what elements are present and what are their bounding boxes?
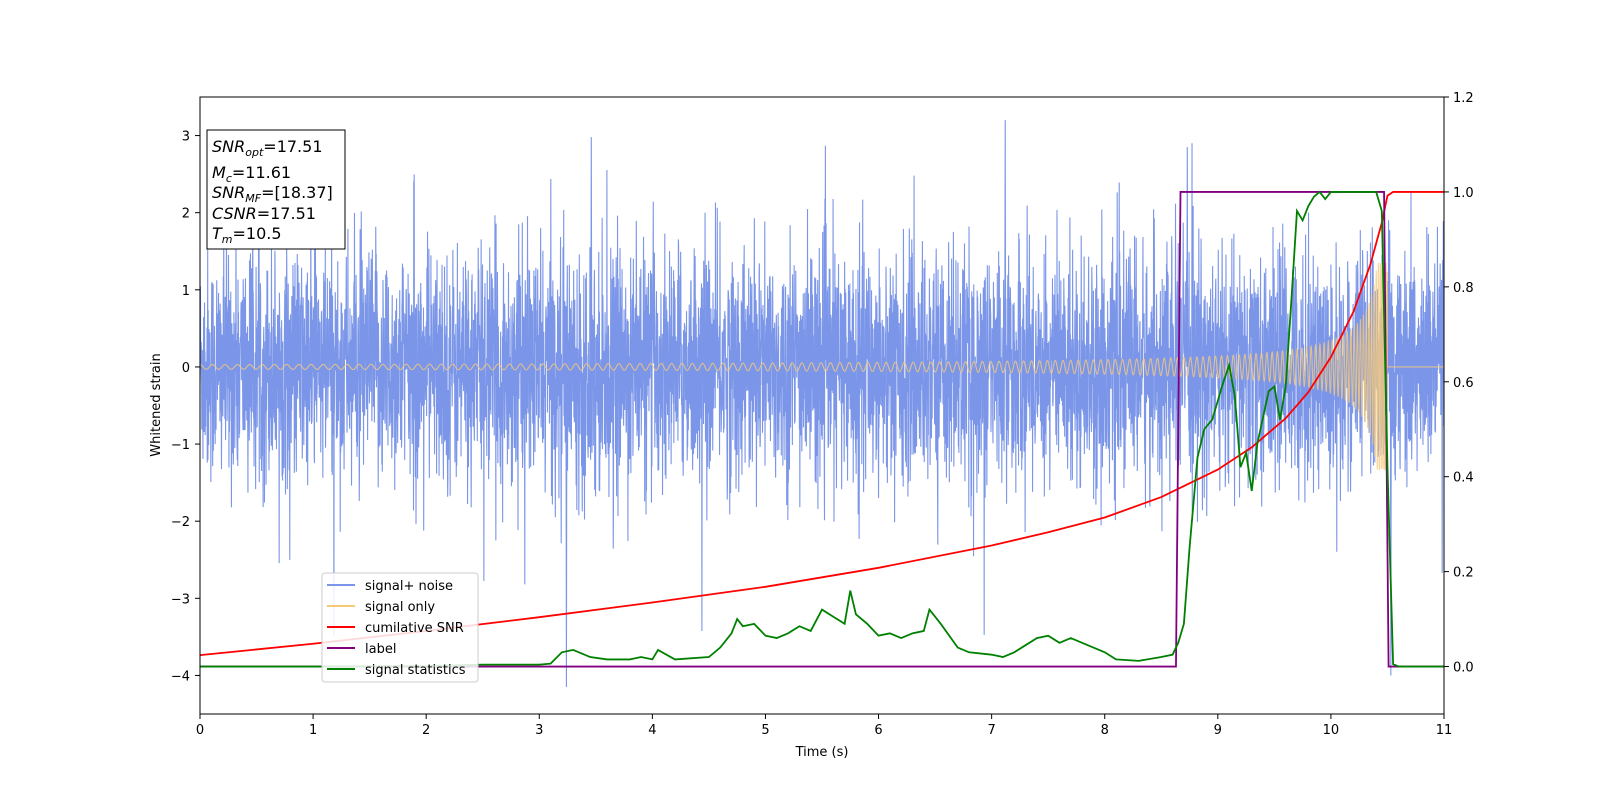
x-tick-label: 10: [1323, 723, 1340, 738]
y-right-tick-label: 0.8: [1453, 281, 1474, 296]
snr-mf-label: SNR: [212, 183, 245, 202]
snr-opt-sub: opt: [245, 146, 264, 159]
x-axis: 0 1 2 3 4 5 6 7 8 9 10 11: [196, 714, 1452, 738]
csnr-value: =17.51: [257, 204, 316, 223]
csnr-text: CSNR=17.51: [212, 204, 316, 223]
y-left-tick-label: −2: [171, 515, 190, 530]
mc-label: M: [212, 163, 226, 182]
info-box-frame: [206, 129, 346, 250]
tm-label: T: [212, 224, 223, 243]
mc-value: =11.61: [232, 163, 291, 182]
y-right-tick-label: 0.6: [1453, 376, 1474, 391]
y-left-tick-label: 2: [182, 207, 190, 222]
series-signal-noise: [200, 120, 1444, 688]
y-right-tick-label: 0.0: [1453, 661, 1474, 676]
x-tick-label: 0: [196, 723, 204, 738]
series-cumulative-snr: [200, 191, 1444, 657]
info-box: SNRopt=17.51 Mc=11.61 SNRMF=[18.37] CSNR…: [206, 129, 346, 250]
tm-sub: m: [222, 233, 233, 246]
x-tick-label: 8: [1101, 723, 1109, 738]
series-signal-only: [200, 262, 1444, 471]
x-tick-label: 7: [987, 723, 995, 738]
x-tick-label: 1: [309, 723, 317, 738]
mc-sub: c: [226, 172, 232, 185]
snr-opt-value: =17.51: [263, 137, 322, 156]
axes-frame: [199, 96, 1445, 715]
y-axis-right: 1.2 1.0 0.8 0.6 0.4 0.2 0.0: [1444, 91, 1474, 676]
y-left-tick-label: 1: [182, 284, 190, 299]
y-left-tick-label: −3: [171, 592, 190, 607]
y-right-tick-label: 1.0: [1453, 186, 1474, 201]
legend-label-signal: signal only: [365, 600, 435, 615]
legend: signal+ noise signal only cumilative SNR…: [321, 572, 479, 683]
x-tick-label: 2: [422, 723, 430, 738]
y-axis-label: Whitened strain: [149, 353, 164, 456]
y-axis-left: 3 2 1 0 −1 −2 −3 −4: [171, 130, 200, 684]
y-left-tick-label: −1: [171, 438, 190, 453]
series-layer: [200, 120, 1444, 688]
y-right-tick-label: 1.2: [1453, 91, 1474, 106]
series-signal-statistics: [200, 190, 1444, 668]
csnr-label: CSNR: [212, 204, 257, 223]
x-tick-label: 11: [1436, 723, 1453, 738]
y-left-tick-label: 0: [182, 361, 190, 376]
x-tick-label: 6: [874, 723, 882, 738]
snr-mf-text: SNRMF=[18.37]: [212, 183, 333, 205]
snr-opt-label: SNR: [212, 137, 245, 156]
x-tick-label: 5: [761, 723, 769, 738]
x-axis-label: Time (s): [795, 745, 849, 760]
legend-label-label: label: [365, 642, 396, 657]
y-right-tick-label: 0.2: [1453, 566, 1474, 581]
tm-text: Tm=10.5: [212, 224, 282, 246]
legend-label-statistics: signal statistics: [365, 663, 466, 678]
y-left-tick-label: −4: [171, 669, 190, 684]
legend-frame: [321, 572, 479, 683]
y-right-tick-label: 0.4: [1453, 471, 1474, 486]
legend-label-noise: signal+ noise: [365, 579, 453, 594]
mc-text: Mc=11.61: [212, 163, 291, 185]
x-tick-label: 9: [1214, 723, 1222, 738]
x-tick-label: 4: [648, 723, 656, 738]
tm-value: =10.5: [233, 224, 282, 243]
snr-mf-value: =[18.37]: [261, 183, 333, 202]
x-tick-label: 3: [535, 723, 543, 738]
snr-mf-sub: MF: [245, 192, 261, 205]
y-left-tick-label: 3: [182, 130, 190, 145]
legend-label-cumulative-snr: cumilative SNR: [365, 621, 464, 636]
snr-opt-text: SNRopt=17.51: [212, 137, 323, 159]
